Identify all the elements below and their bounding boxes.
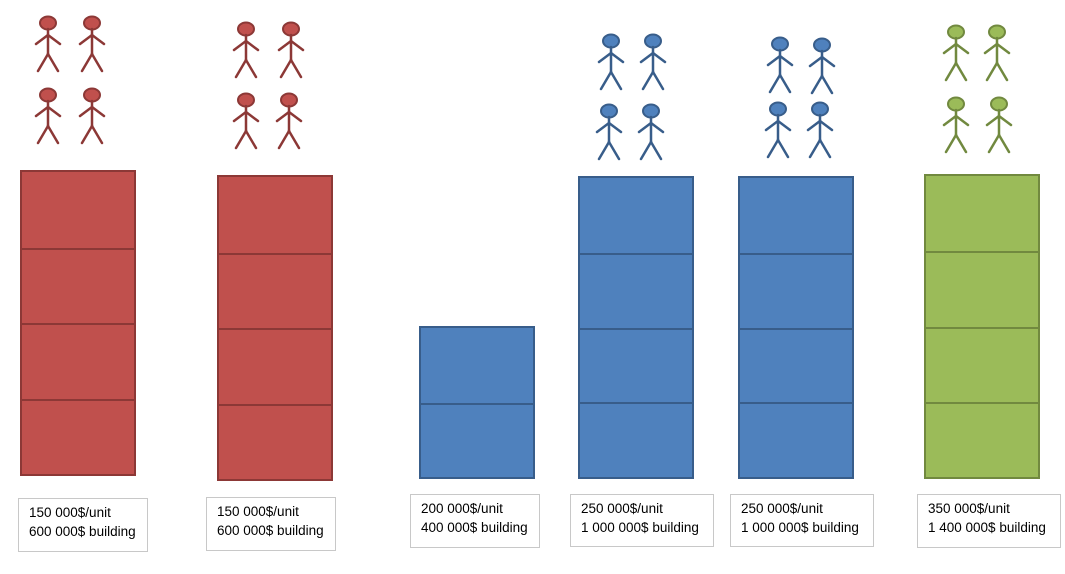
- price-per-unit: 350 000$/unit: [928, 501, 1010, 516]
- building-floor: [740, 252, 852, 328]
- person-icon: [639, 33, 667, 91]
- price-label: 150 000$/unit 600 000$ building: [18, 498, 148, 552]
- price-per-unit: 250 000$/unit: [581, 501, 663, 516]
- building-floor: [740, 402, 852, 477]
- person-icon: [34, 15, 62, 73]
- residents-group: [232, 21, 305, 150]
- building-floor: [926, 326, 1038, 402]
- building-floor: [22, 247, 134, 324]
- building-floor: [580, 252, 692, 328]
- person-icon: [764, 101, 792, 159]
- residents-group: [764, 36, 836, 159]
- building-price: 1 400 000$ building: [928, 520, 1046, 535]
- building-stack: [20, 170, 136, 476]
- building-stack: [217, 175, 333, 481]
- building-floor: [740, 327, 852, 403]
- residents-group: [34, 15, 106, 145]
- price-per-unit: 150 000$/unit: [217, 504, 299, 519]
- building-floor: [219, 403, 331, 480]
- price-label: 200 000$/unit 400 000$ building: [410, 494, 540, 548]
- person-icon: [766, 36, 794, 94]
- person-icon: [597, 33, 625, 91]
- person-icon: [637, 103, 665, 161]
- person-icon: [942, 96, 970, 154]
- building-floor: [580, 327, 692, 403]
- price-per-unit: 150 000$/unit: [29, 505, 111, 520]
- person-icon: [806, 101, 834, 159]
- building-floor: [219, 252, 331, 329]
- building-floor: [421, 402, 533, 478]
- person-icon: [808, 37, 836, 95]
- building-price: 600 000$ building: [29, 524, 136, 539]
- building-floor: [580, 402, 692, 477]
- building-column: 250 000$/unit 1 000 000$ building: [570, 33, 714, 547]
- building-stack: [578, 176, 694, 479]
- person-icon: [78, 87, 106, 145]
- person-icon: [595, 103, 623, 161]
- person-icon: [942, 24, 970, 82]
- building-price: 1 000 000$ building: [741, 520, 859, 535]
- residents-group: [595, 33, 667, 161]
- building-stack: [419, 326, 535, 479]
- building-stack: [924, 174, 1040, 479]
- building-column: 200 000$/unit 400 000$ building: [410, 326, 540, 548]
- building-price: 1 000 000$ building: [581, 520, 699, 535]
- building-column: 150 000$/unit 600 000$ building: [0, 0, 360, 574]
- person-icon: [232, 92, 260, 150]
- person-icon: [232, 21, 260, 79]
- building-floor: [22, 398, 134, 475]
- building-price: 600 000$ building: [217, 523, 324, 538]
- building-floor: [926, 401, 1038, 477]
- building-floor: [219, 328, 331, 404]
- price-per-unit: 200 000$/unit: [421, 501, 503, 516]
- price-label: 350 000$/unit 1 400 000$ building: [917, 494, 1061, 548]
- building-price: 400 000$ building: [421, 520, 528, 535]
- building-floor: [926, 251, 1038, 326]
- person-icon: [275, 92, 303, 150]
- building-floor: [22, 323, 134, 399]
- person-icon: [985, 96, 1013, 154]
- person-icon: [983, 24, 1011, 82]
- price-label: 250 000$/unit 1 000 000$ building: [570, 494, 714, 547]
- price-label: 250 000$/unit 1 000 000$ building: [730, 494, 874, 547]
- price-per-unit: 250 000$/unit: [741, 501, 823, 516]
- price-label: 150 000$/unit 600 000$ building: [206, 497, 336, 551]
- building-column: 250 000$/unit 1 000 000$ building: [730, 36, 874, 547]
- building-floor: [926, 176, 1038, 251]
- person-icon: [78, 15, 106, 73]
- person-icon: [277, 21, 305, 79]
- building-stack: [738, 176, 854, 479]
- person-icon: [34, 87, 62, 145]
- residents-group: [942, 24, 1013, 154]
- building-column: 150 000$/unit 600 000$ building: [0, 0, 170, 574]
